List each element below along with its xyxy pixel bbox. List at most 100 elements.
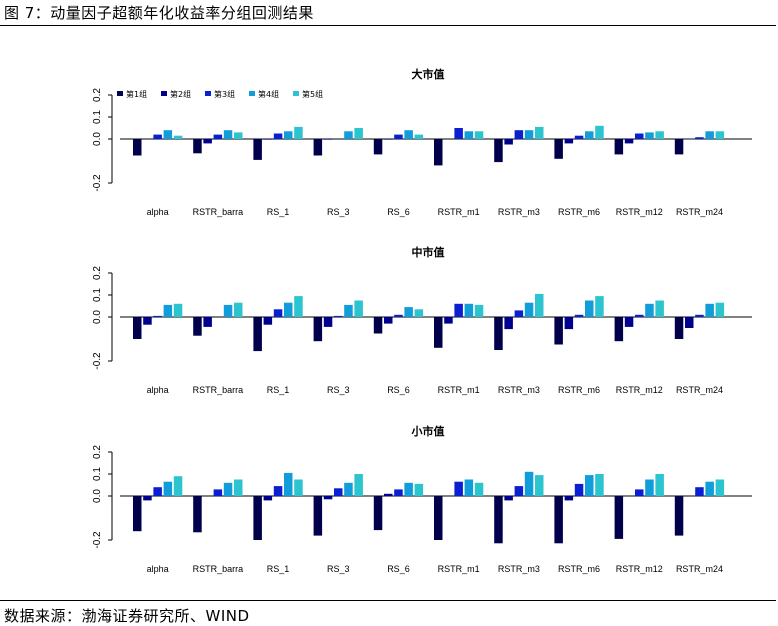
bar [554,496,563,544]
category-label: RSTR_m6 [558,207,600,217]
bar [344,304,353,317]
bar [213,134,223,139]
bar [504,496,513,501]
y-tick-label: -0.2 [92,174,103,192]
bar [524,130,534,139]
category-label: RSTR_m3 [498,385,540,395]
bar [705,131,714,139]
bar [504,317,513,330]
y-tick-label: 0.1 [92,467,103,481]
legend-swatch [117,91,123,96]
panel-title: 大市值 [412,67,445,81]
bar [253,139,262,160]
y-tick-label: 0.2 [92,266,103,280]
bar [464,303,474,317]
category-label: RSTR_m24 [676,564,723,574]
bar [645,303,654,317]
bar [404,130,413,139]
bar [404,307,413,317]
bar [434,139,443,166]
bar [645,132,654,139]
bar [464,131,474,139]
figure-title: 图 7：动量因子超额年化收益率分组回测结果 [4,4,314,22]
bar [273,309,283,317]
bar [133,496,142,532]
bar [234,132,243,139]
bar [585,475,594,496]
category-label: RSTR_m3 [498,207,540,217]
legend-label: 第5组 [302,89,323,99]
bar [535,126,544,139]
bar [655,131,664,139]
category-label: RSTR_m1 [438,564,480,574]
bar [153,315,162,317]
bar [263,317,273,325]
bar [474,304,484,317]
bar [454,303,463,317]
category-label: RSTR_barra [193,385,244,395]
bar [434,317,443,348]
bar [143,496,152,501]
bar [223,130,233,139]
bar [384,493,393,496]
bar [394,134,403,139]
bar [635,314,644,317]
bar [373,139,383,155]
category-label: RS_3 [327,564,350,574]
bar [234,479,243,496]
category-label: RS_1 [267,207,290,217]
bar [354,128,363,139]
bar [323,317,333,327]
legend-label: 第3组 [214,89,235,99]
bar [614,496,624,539]
category-label: RSTR_m12 [616,564,663,574]
bar [524,471,534,496]
legend-swatch [249,91,255,96]
category-label: RSTR_m24 [676,385,723,395]
bar [414,483,424,496]
bar [373,317,383,334]
bar [344,131,353,139]
bar [263,139,273,140]
bar [263,496,273,501]
bar [203,139,212,144]
bar [163,304,173,317]
legend-swatch [161,91,167,96]
bar [143,317,152,325]
bar [695,314,704,317]
y-tick-label: 0.0 [92,310,103,324]
bar [614,139,624,155]
bar [344,482,353,496]
bar [173,135,183,139]
bar [193,496,202,533]
bar [705,303,714,317]
bar [444,317,453,324]
bar [223,304,233,317]
bar [624,317,634,327]
legend-label: 第1组 [126,89,147,99]
bar [384,317,393,324]
bar [153,134,162,139]
y-tick-label: 0.0 [92,132,103,146]
y-tick-label: -0.2 [92,531,103,549]
bar [715,302,725,317]
bar [404,482,413,496]
bar [323,139,333,140]
category-label: RSTR_m3 [498,564,540,574]
bar [535,293,544,317]
bar [313,139,323,156]
bar [334,315,343,317]
bar [674,139,684,155]
bar [585,131,594,139]
bar [273,486,283,496]
bar [133,139,142,156]
bar [564,139,574,144]
bar [474,131,484,139]
category-label: alpha [147,207,169,217]
legend-swatch [205,91,211,96]
bar [504,139,513,145]
bar [474,482,484,496]
bar [635,133,644,139]
bar [394,489,403,496]
bar [163,130,173,139]
